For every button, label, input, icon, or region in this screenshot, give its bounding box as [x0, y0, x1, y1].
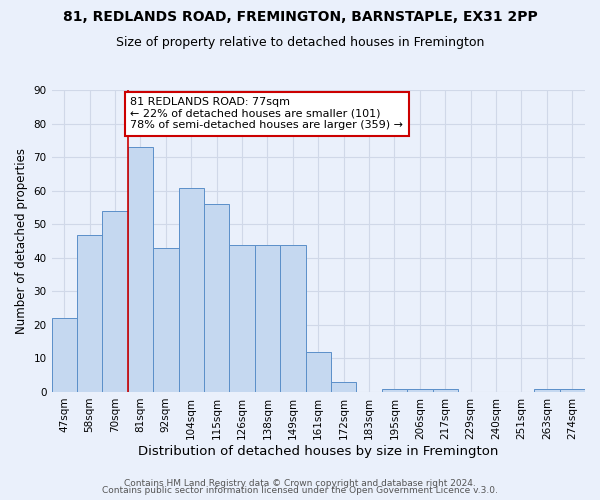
Bar: [433, 388, 458, 392]
Bar: [407, 388, 433, 392]
Text: 81 REDLANDS ROAD: 77sqm
← 22% of detached houses are smaller (101)
78% of semi-d: 81 REDLANDS ROAD: 77sqm ← 22% of detache…: [130, 97, 403, 130]
Bar: [103, 211, 128, 392]
Bar: [204, 204, 229, 392]
Bar: [128, 148, 153, 392]
Bar: [229, 244, 255, 392]
X-axis label: Distribution of detached houses by size in Fremington: Distribution of detached houses by size …: [138, 444, 499, 458]
Bar: [560, 388, 585, 392]
Text: Contains public sector information licensed under the Open Government Licence v.: Contains public sector information licen…: [102, 486, 498, 495]
Bar: [305, 352, 331, 392]
Text: Contains HM Land Registry data © Crown copyright and database right 2024.: Contains HM Land Registry data © Crown c…: [124, 478, 476, 488]
Bar: [534, 388, 560, 392]
Bar: [52, 318, 77, 392]
Text: Size of property relative to detached houses in Fremington: Size of property relative to detached ho…: [116, 36, 484, 49]
Bar: [382, 388, 407, 392]
Y-axis label: Number of detached properties: Number of detached properties: [15, 148, 28, 334]
Bar: [331, 382, 356, 392]
Text: 81, REDLANDS ROAD, FREMINGTON, BARNSTAPLE, EX31 2PP: 81, REDLANDS ROAD, FREMINGTON, BARNSTAPL…: [62, 10, 538, 24]
Bar: [280, 244, 305, 392]
Bar: [77, 234, 103, 392]
Bar: [255, 244, 280, 392]
Bar: [153, 248, 179, 392]
Bar: [179, 188, 204, 392]
